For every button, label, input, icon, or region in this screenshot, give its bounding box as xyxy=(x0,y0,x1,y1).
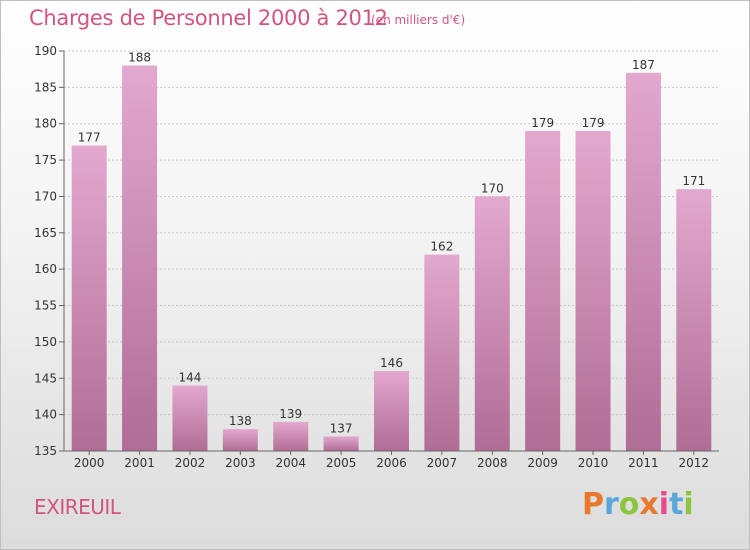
bar-value-label: 146 xyxy=(380,356,403,370)
bar-2001[interactable] xyxy=(122,65,158,451)
x-tick-label: 2003 xyxy=(225,456,256,470)
bar-value-label: 138 xyxy=(229,414,252,428)
bar-2009[interactable] xyxy=(525,131,561,451)
x-tick-label: 2006 xyxy=(376,456,407,470)
x-tick-label: 2005 xyxy=(326,456,357,470)
bar-2011[interactable] xyxy=(625,72,661,452)
y-tick-label: 190 xyxy=(34,44,57,58)
bar-value-label: 139 xyxy=(279,407,302,421)
bar-2006[interactable] xyxy=(374,371,409,451)
x-tick-label: 2007 xyxy=(427,456,458,470)
x-tick-label: 2004 xyxy=(275,456,306,470)
commune-name: EXIREUIL xyxy=(34,495,121,519)
chart-subtitle: (en milliers d'€) xyxy=(371,13,466,27)
bar-2005[interactable] xyxy=(323,436,359,451)
x-tick-label: 2010 xyxy=(578,456,609,470)
bar-2012[interactable] xyxy=(676,189,712,451)
bar-value-label: 177 xyxy=(78,131,101,145)
y-tick-label: 175 xyxy=(34,153,57,167)
bar-value-label: 162 xyxy=(430,240,453,254)
y-tick-label: 170 xyxy=(34,189,57,203)
bar-value-label: 188 xyxy=(128,51,151,65)
y-tick-label: 185 xyxy=(34,80,57,94)
bar-2007[interactable] xyxy=(424,254,460,451)
bar-value-label: 171 xyxy=(682,174,705,188)
chart-title: Charges de Personnel 2000 à 2012 xyxy=(29,6,388,30)
x-tick-label: 2008 xyxy=(477,456,508,470)
x-tick-label: 2001 xyxy=(124,456,155,470)
logo-letter: i xyxy=(683,487,694,522)
bar-2010[interactable] xyxy=(575,131,611,451)
bar-value-label: 144 xyxy=(179,371,202,385)
logo-letter: P xyxy=(582,487,604,522)
bar-2002[interactable] xyxy=(172,385,208,451)
y-tick-label: 160 xyxy=(34,262,57,276)
logo-letter: t xyxy=(669,487,684,522)
bar-value-label: 170 xyxy=(481,181,504,195)
y-tick-label: 165 xyxy=(34,226,57,240)
x-tick-label: 2012 xyxy=(679,456,710,470)
bar-value-label: 179 xyxy=(531,116,554,130)
bar-2003[interactable] xyxy=(222,429,258,451)
bar-value-label: 179 xyxy=(582,116,605,130)
y-tick-label: 140 xyxy=(34,408,57,422)
logo-letter: o xyxy=(618,487,640,522)
bar-value-label: 137 xyxy=(330,421,353,435)
y-tick-label: 135 xyxy=(34,444,57,458)
y-tick-label: 145 xyxy=(34,371,57,385)
logo-letter: r xyxy=(604,487,619,522)
bar-value-label: 187 xyxy=(632,58,655,72)
x-tick-label: 2000 xyxy=(74,456,105,470)
y-tick-label: 180 xyxy=(34,117,57,131)
logo-letter: x xyxy=(639,487,659,522)
bar-2000[interactable] xyxy=(71,145,107,451)
logo-letter: i xyxy=(658,487,670,522)
bar-2008[interactable] xyxy=(474,196,510,451)
x-tick-label: 2011 xyxy=(628,456,659,470)
y-tick-label: 150 xyxy=(34,335,57,349)
bar-2004[interactable] xyxy=(273,421,309,451)
proxiti-logo[interactable]: Proxiti xyxy=(582,487,694,522)
x-tick-label: 2002 xyxy=(175,456,206,470)
y-tick-label: 155 xyxy=(34,299,57,313)
x-tick-label: 2009 xyxy=(527,456,558,470)
